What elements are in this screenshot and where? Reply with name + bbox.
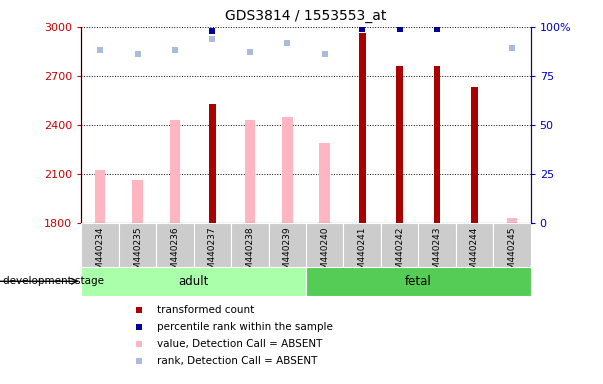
Text: value, Detection Call = ABSENT: value, Detection Call = ABSENT bbox=[157, 339, 322, 349]
Bar bbox=[493, 223, 531, 267]
Bar bbox=[119, 223, 156, 267]
Text: GSM440243: GSM440243 bbox=[432, 226, 441, 281]
Text: GSM440236: GSM440236 bbox=[171, 226, 180, 281]
Text: fetal: fetal bbox=[405, 275, 432, 288]
Bar bbox=[81, 267, 306, 296]
Bar bbox=[245, 120, 255, 223]
Text: percentile rank within the sample: percentile rank within the sample bbox=[157, 322, 333, 332]
Text: adult: adult bbox=[178, 275, 209, 288]
Bar bbox=[132, 180, 143, 223]
Text: GSM440238: GSM440238 bbox=[245, 226, 254, 281]
Bar bbox=[95, 170, 106, 223]
Text: GSM440240: GSM440240 bbox=[320, 226, 329, 281]
Text: GSM440237: GSM440237 bbox=[208, 226, 217, 281]
Text: GSM440235: GSM440235 bbox=[133, 226, 142, 281]
Bar bbox=[381, 223, 418, 267]
Text: GSM440245: GSM440245 bbox=[507, 226, 516, 281]
Text: GSM440241: GSM440241 bbox=[358, 226, 367, 281]
Bar bbox=[156, 223, 194, 267]
Bar bbox=[268, 223, 306, 267]
Text: development stage: development stage bbox=[3, 276, 104, 286]
Bar bbox=[81, 223, 119, 267]
Title: GDS3814 / 1553553_at: GDS3814 / 1553553_at bbox=[226, 9, 387, 23]
Bar bbox=[209, 104, 216, 223]
Bar bbox=[456, 223, 493, 267]
Bar bbox=[418, 223, 456, 267]
Text: GSM440244: GSM440244 bbox=[470, 226, 479, 281]
Bar bbox=[359, 33, 365, 223]
Bar bbox=[344, 223, 381, 267]
Bar bbox=[320, 143, 330, 223]
Bar bbox=[306, 267, 531, 296]
Bar bbox=[306, 223, 344, 267]
Text: GSM440239: GSM440239 bbox=[283, 226, 292, 281]
Bar bbox=[471, 87, 478, 223]
Text: GSM440234: GSM440234 bbox=[96, 226, 105, 281]
Bar bbox=[507, 218, 517, 223]
Bar bbox=[396, 66, 403, 223]
Bar bbox=[282, 117, 292, 223]
Text: GSM440242: GSM440242 bbox=[395, 226, 404, 281]
Bar bbox=[434, 66, 440, 223]
Bar bbox=[194, 223, 231, 267]
Bar bbox=[170, 120, 180, 223]
Bar bbox=[231, 223, 268, 267]
Text: rank, Detection Call = ABSENT: rank, Detection Call = ABSENT bbox=[157, 356, 317, 366]
Text: transformed count: transformed count bbox=[157, 305, 254, 315]
